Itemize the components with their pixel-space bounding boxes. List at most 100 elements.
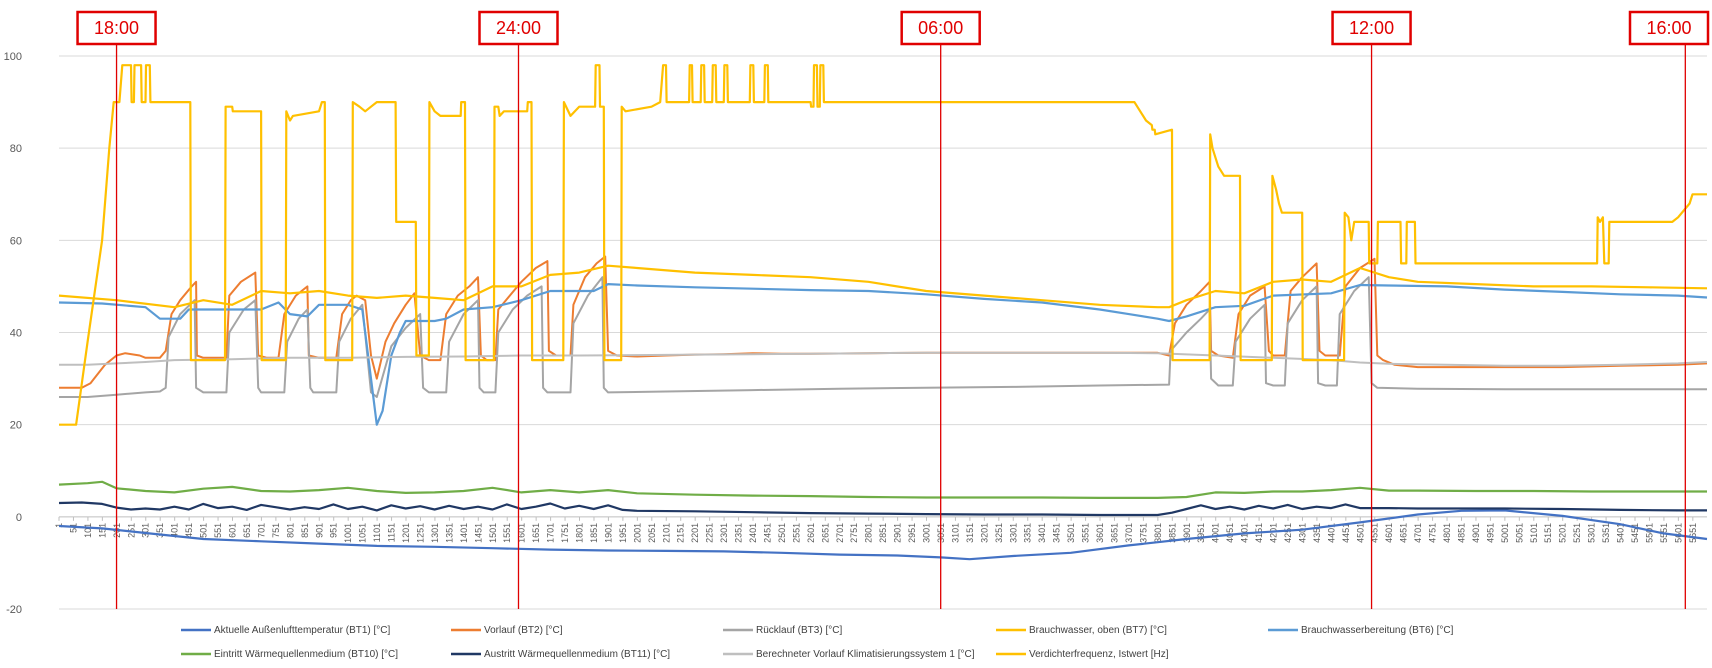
series-line-4 [58, 283, 1708, 426]
time-marker-label: 12:00 [1349, 18, 1394, 38]
x-tick-label: 4851 [1456, 523, 1466, 543]
x-tick-label: 3151 [965, 523, 975, 543]
x-tick-label: 2601 [806, 523, 816, 543]
time-marker-box [900, 10, 981, 46]
x-tick-label: 1401 [459, 523, 469, 543]
x-tick-label: 1001 [343, 523, 353, 543]
x-tick-label: 2151 [676, 523, 686, 543]
x-tick-label: 4501 [1355, 523, 1365, 543]
x-tick-label: 551 [213, 523, 223, 538]
x-tick-label: 701 [256, 523, 266, 538]
x-tick-label: 2401 [748, 523, 758, 543]
legend-label: Brauchwasserbereitung (BT6) [°C] [1301, 625, 1454, 636]
x-tick-label: 3601 [1095, 523, 1105, 543]
x-tick-label: 2551 [791, 523, 801, 543]
x-tick-label: 2251 [705, 523, 715, 543]
x-tick-label: 2051 [647, 523, 657, 543]
x-tick-label: 1651 [531, 523, 541, 543]
x-tick-label: 4351 [1312, 523, 1322, 543]
x-tick-label: 601 [228, 523, 238, 538]
x-tick-label: 3551 [1081, 523, 1091, 543]
x-tick-label: 1351 [444, 523, 454, 543]
x-tick-label: 4451 [1341, 523, 1351, 543]
x-tick-label: 5151 [1543, 523, 1553, 543]
x-tick-label: 3301 [1008, 523, 1018, 543]
x-tick-label: 5051 [1514, 523, 1524, 543]
x-tick-label: 101 [83, 523, 93, 538]
x-tick-label: 2501 [777, 523, 787, 543]
time-markers: 18:00 24:00 06:00 12:00 16:00 [76, 10, 1710, 609]
x-tick-label: 1501 [488, 523, 498, 543]
x-tick-label: 2651 [820, 523, 830, 543]
y-axis-tick-labels: -20 0 20 40 60 80 100 [4, 51, 22, 616]
legend-label: Aktuelle Außenlufttemperatur (BT1) [°C] [214, 625, 391, 636]
x-tick-label: 4051 [1225, 523, 1235, 543]
x-tick-label: 2951 [907, 523, 917, 543]
x-tick-label: 1251 [415, 523, 425, 543]
y-tick-label: 60 [10, 235, 22, 247]
x-tick-label: 1301 [430, 523, 440, 543]
x-tick-label: 651 [242, 523, 252, 538]
series-lines [58, 64, 1708, 561]
x-tick-label: 2851 [878, 523, 888, 543]
y-tick-label: 40 [10, 328, 22, 340]
series-line-3 [58, 264, 1708, 309]
x-tick-label: 2801 [864, 523, 874, 543]
x-tick-label: 3701 [1124, 523, 1134, 543]
x-tick-label: 3901 [1182, 523, 1192, 543]
x-tick-label: 5401 [1616, 523, 1626, 543]
x-tick-label: 5201 [1558, 523, 1568, 543]
x-tick-label: 1801 [575, 523, 585, 543]
x-tick-label: 5651 [1688, 523, 1698, 543]
time-marker-box [478, 10, 559, 46]
x-tick-label: 4601 [1384, 523, 1394, 543]
x-tick-label: 1701 [546, 523, 556, 543]
legend-label: Verdichterfrequenz, Istwert [Hz] [1029, 649, 1169, 660]
x-tick-label: 801 [285, 523, 295, 538]
x-tick-label: 2451 [762, 523, 772, 543]
x-tick-label: 4401 [1326, 523, 1336, 543]
x-tick-label: 151 [97, 523, 107, 538]
x-tick-label: 5001 [1500, 523, 1510, 543]
x-tick-label: 1051 [358, 523, 368, 543]
time-marker-label: 18:00 [94, 18, 139, 38]
legend-label: Rücklauf (BT3) [°C] [756, 625, 842, 636]
x-tick-label: 5251 [1572, 523, 1582, 543]
x-tick-label: 3251 [994, 523, 1004, 543]
x-tick-label: 3401 [1037, 523, 1047, 543]
time-marker-label: 24:00 [496, 18, 541, 38]
series-line-8 [59, 64, 1707, 426]
legend-label: Berechneter Vorlauf Klimatisierungssyste… [756, 649, 975, 660]
series-line-5 [58, 480, 1707, 499]
x-tick-label: 2901 [893, 523, 903, 543]
x-tick-label: 3751 [1138, 523, 1148, 543]
x-tick-label: 751 [271, 523, 281, 538]
x-tick-label: 3651 [1109, 523, 1119, 543]
x-tick-label: 3351 [1023, 523, 1033, 543]
x-tick-label: 3001 [922, 523, 932, 543]
time-marker-label: 16:00 [1646, 18, 1691, 38]
x-tick-label: 351 [155, 523, 165, 538]
x-tick-label: 4201 [1269, 523, 1279, 543]
series-line-2 [59, 276, 1707, 398]
x-tick-label: 3951 [1196, 523, 1206, 543]
x-tick-label: 401 [170, 523, 180, 538]
x-tick-label: 251 [126, 523, 136, 538]
x-tick-label: 1851 [589, 523, 599, 543]
x-tick-label: 1451 [473, 523, 483, 543]
x-tick-label: 2701 [835, 523, 845, 543]
y-tick-label: 20 [10, 420, 22, 432]
x-tick-label: 1901 [603, 523, 613, 543]
x-tick-label: 5601 [1673, 523, 1683, 543]
time-marker-box [1628, 10, 1710, 46]
x-tick-label: 4001 [1211, 523, 1221, 543]
x-tick-label: 901 [314, 523, 324, 538]
x-tick-label: 951 [329, 523, 339, 538]
time-marker-box [76, 10, 157, 46]
x-tick-label: 5351 [1601, 523, 1611, 543]
x-tick-label: 4901 [1471, 523, 1481, 543]
series-line-6 [58, 501, 1707, 517]
x-tick-label: 851 [300, 523, 310, 538]
y-tick-label: -20 [6, 604, 22, 616]
